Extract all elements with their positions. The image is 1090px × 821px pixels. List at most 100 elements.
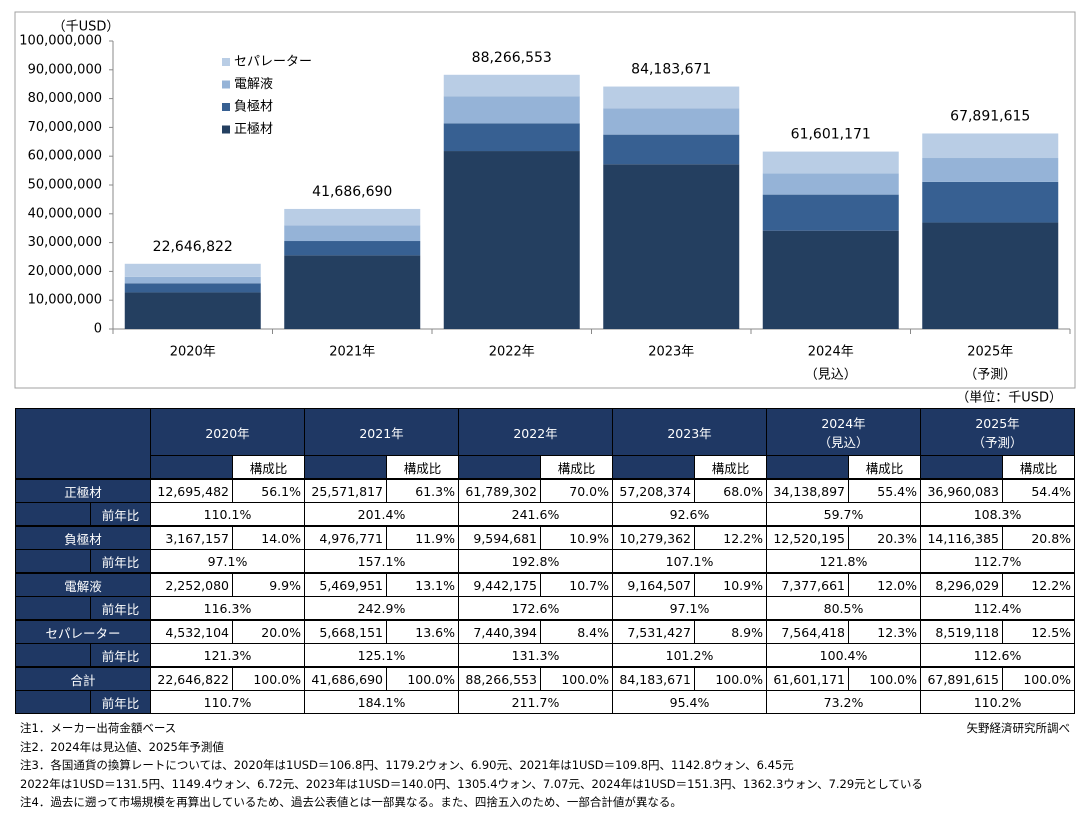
bar-segment <box>284 225 421 242</box>
yoy-cell: 107.1% <box>612 549 767 574</box>
x-tick-label: 2024年 <box>808 345 854 360</box>
value-cell: 57,208,374 <box>612 478 695 503</box>
ratio-cell: 13.1% <box>386 572 459 597</box>
year: 2025年 <box>975 416 1020 431</box>
bar-segment <box>124 276 261 284</box>
y-tick-label: 100,000,000 <box>19 34 102 49</box>
year: 2022年 <box>513 425 558 441</box>
x-tick-note: （見込） <box>805 368 857 383</box>
yoy-cell: 110.2% <box>920 690 1076 714</box>
yoy-cell: 95.4% <box>612 690 767 714</box>
ratio-cell: 55.4% <box>847 478 922 503</box>
ratio-cell: 61.3% <box>386 478 459 503</box>
ratio-header: 構成比 <box>232 455 305 480</box>
row-label: セパレーター <box>15 619 151 644</box>
bar-segment <box>762 230 899 329</box>
total-label: 67,891,615 <box>950 108 1030 124</box>
ratio-header: 構成比 <box>540 455 613 480</box>
value-cell: 7,440,394 <box>458 619 541 644</box>
label-blank <box>15 643 91 668</box>
ratio-header: 構成比 <box>386 455 459 480</box>
y-tick-label: 70,000,000 <box>28 120 102 135</box>
bar-segment <box>284 208 421 226</box>
ratio-cell: 56.1% <box>232 478 305 503</box>
ratio-header: 構成比 <box>1002 455 1076 480</box>
table-row: 電解液 2,252,080 9.9% 5,469,951 13.1% 9,442,175 1… <box>15 572 1076 597</box>
value-cell: 10,279,362 <box>612 525 695 550</box>
yoy-cell: 172.6% <box>458 596 613 621</box>
y-tick-label: 20,000,000 <box>28 264 102 279</box>
bar-segment <box>284 241 421 256</box>
bar-segment <box>762 194 899 231</box>
header-blank <box>304 455 387 480</box>
bar-segment <box>443 74 580 97</box>
legend-label: 負極材 <box>234 99 273 115</box>
total-label: 22,646,822 <box>153 239 233 255</box>
total-label: 84,183,671 <box>631 62 711 78</box>
legend-label: 電解液 <box>234 77 273 92</box>
year-header: 2020年 <box>150 408 305 456</box>
bar-segment <box>603 86 740 109</box>
year: 2023年 <box>667 425 712 441</box>
ratio-cell: 20.3% <box>847 525 922 550</box>
total-label: 41,686,690 <box>312 184 392 200</box>
legend-swatch <box>222 125 230 134</box>
x-tick-label: 2022年 <box>489 345 535 360</box>
yoy-cell: 131.3% <box>458 643 613 668</box>
ratio-cell: 100.0% <box>694 666 767 691</box>
header-blank <box>920 455 1004 480</box>
x-tick-label: 2025年 <box>967 345 1013 360</box>
yoy-cell: 116.3% <box>150 596 305 621</box>
yoy-label: 前年比 <box>90 596 151 621</box>
table-unit: （単位：千USD） <box>956 390 1062 406</box>
value-cell: 88,266,553 <box>458 666 541 691</box>
bar-segment <box>922 158 1059 182</box>
bar-segment <box>603 108 740 135</box>
ratio-cell: 100.0% <box>232 666 305 691</box>
yoy-cell: 184.1% <box>304 690 459 714</box>
ratio-cell: 9.9% <box>232 572 305 597</box>
bar-segment <box>124 292 261 329</box>
yoy-cell: 110.7% <box>150 690 305 714</box>
label-blank <box>15 690 91 714</box>
value-cell: 2,252,080 <box>150 572 233 597</box>
y-tick-label: 0 <box>94 322 102 337</box>
value-cell: 7,564,418 <box>766 619 849 644</box>
value-cell: 8,519,118 <box>920 619 1004 644</box>
value-cell: 5,469,951 <box>304 572 387 597</box>
ratio-header: 構成比 <box>694 455 767 480</box>
table-row: 前年比 110.7% 184.1% 211.7% 95.4% 73.2% 110.2% <box>15 690 1076 714</box>
ratio-cell: 12.2% <box>1002 572 1076 597</box>
value-cell: 5,668,151 <box>304 619 387 644</box>
value-cell: 12,520,195 <box>766 525 849 550</box>
value-cell: 25,571,817 <box>304 478 387 503</box>
legend-swatch <box>222 58 230 66</box>
ratio-cell: 100.0% <box>847 666 922 691</box>
year-note: （予測） <box>972 435 1023 450</box>
note: 注2．2024年は見込値、2025年予測値 <box>20 739 224 754</box>
header-blank <box>766 455 849 480</box>
y-tick-label: 80,000,000 <box>28 91 102 106</box>
ratio-cell: 10.9% <box>540 525 613 550</box>
y-tick-label: 10,000,000 <box>28 293 102 308</box>
value-cell: 41,686,690 <box>304 666 387 691</box>
total-label: 61,601,171 <box>791 127 871 143</box>
ratio-cell: 100.0% <box>386 666 459 691</box>
ratio-cell: 12.3% <box>847 619 922 644</box>
yoy-cell: 192.8% <box>458 549 613 574</box>
yoy-label: 前年比 <box>90 502 151 527</box>
year-header: 2021年 <box>304 408 459 456</box>
yoy-cell: 73.2% <box>765 690 922 714</box>
legend-label: セパレーター <box>234 55 312 70</box>
row-label: 合計 <box>15 666 151 691</box>
yoy-cell: 157.1% <box>304 549 459 574</box>
note: 注3．各国通貨の換算レートについては、2020年は1USD＝106.8円、117… <box>20 758 794 772</box>
legend-label: 正極材 <box>234 121 273 137</box>
yoy-cell: 108.3% <box>920 502 1076 527</box>
note: 注1．メーカー出荷金額ベース <box>20 721 177 735</box>
value-cell: 4,976,771 <box>304 525 387 550</box>
value-cell: 9,164,507 <box>612 572 695 597</box>
year-note: （見込） <box>818 435 869 450</box>
ratio-header: 構成比 <box>847 455 922 480</box>
ratio-cell: 8.9% <box>694 619 767 644</box>
